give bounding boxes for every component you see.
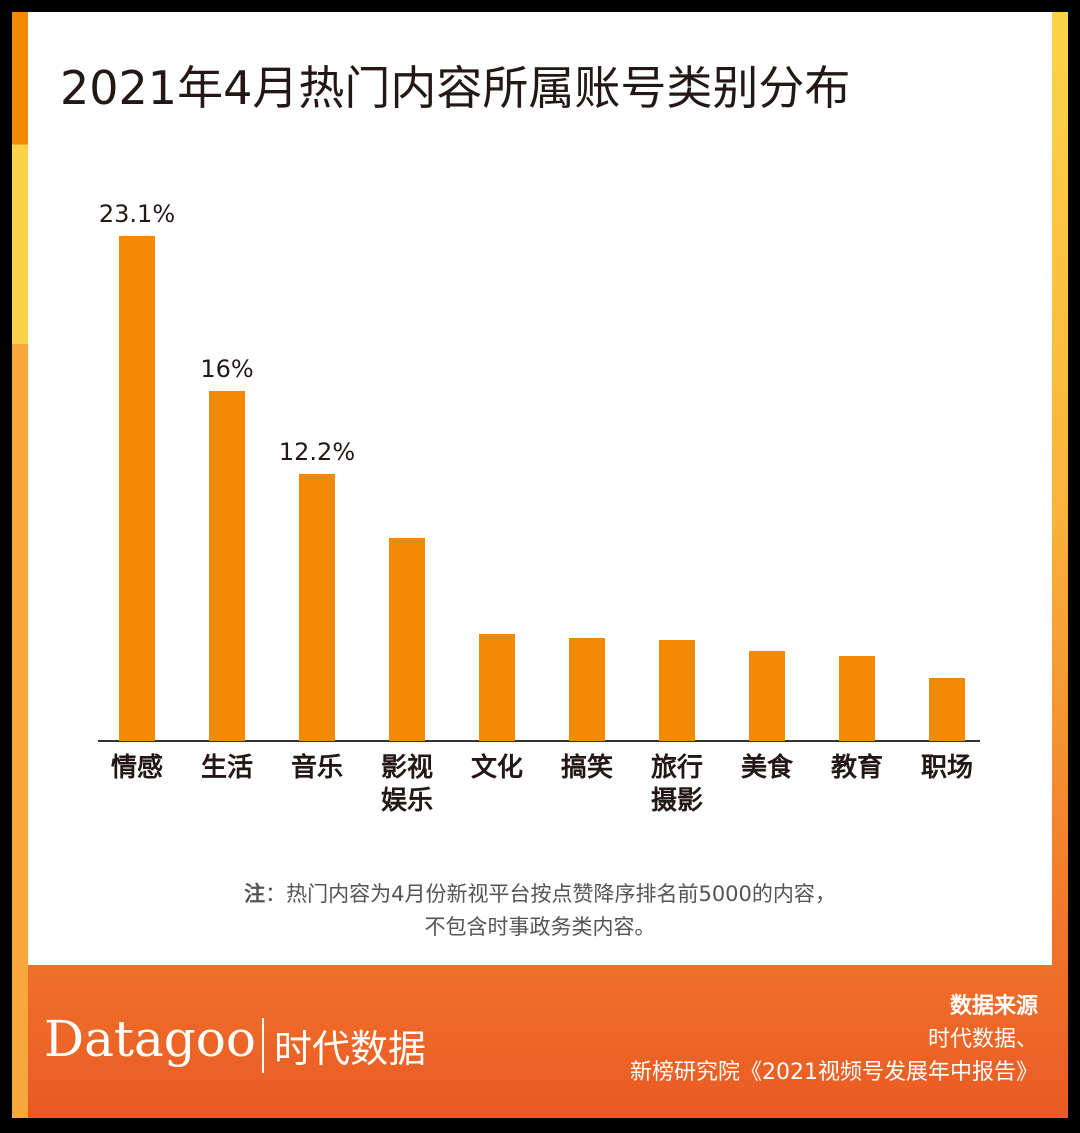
bar [929, 677, 965, 741]
x-tick-label: 影视 娱乐 [380, 753, 433, 816]
source-title: 数据来源 [949, 994, 1038, 1019]
value-label: 16% [200, 355, 254, 384]
note-label: 注 [244, 882, 266, 906]
x-tick-label: 美食 [740, 753, 793, 783]
panel [28, 12, 1052, 965]
source-line: 新榜研究院《2021视频号发展年中报告》 [630, 1060, 1038, 1085]
value-label: 23.1% [98, 200, 176, 228]
x-tick-label: 旅行 摄影 [650, 753, 703, 816]
source-line: 时代数据、 [927, 1027, 1038, 1052]
bar [659, 640, 695, 741]
bar [839, 655, 875, 741]
bar [119, 236, 155, 741]
bar [479, 633, 515, 741]
bar [569, 638, 605, 741]
chart-title: 2021年4月热门内容所属账号类别分布 [60, 61, 851, 115]
x-tick-label: 搞笑 [560, 753, 613, 783]
bar [389, 537, 425, 741]
bar [299, 474, 335, 741]
brand: Datagoo [44, 1010, 257, 1068]
note: 注：热门内容为4月份新视平台按点赞降序排名前5000的内容， 不包含时事政务类内容… [0, 878, 1080, 944]
note-line: 不包含时事政务类内容。 [424, 915, 656, 939]
source: 数据来源时代数据、新榜研究院《2021视频号发展年中报告》 [630, 990, 1038, 1089]
bar [209, 391, 245, 741]
note-line: ：热门内容为4月份新视平台按点赞降序排名前5000的内容， [265, 882, 836, 906]
x-tick-label: 教育 [830, 753, 883, 783]
bar [749, 651, 785, 741]
x-tick-label: 音乐 [290, 753, 343, 783]
value-label: 12.2% [278, 438, 356, 467]
baseline [98, 740, 980, 742]
x-tick-label: 情感 [110, 753, 163, 783]
x-tick-label: 生活 [200, 753, 253, 783]
x-tick-label: 职场 [920, 753, 973, 783]
brand-cn: 时代数据 [262, 1018, 426, 1073]
x-tick-label: 文化 [470, 753, 523, 783]
